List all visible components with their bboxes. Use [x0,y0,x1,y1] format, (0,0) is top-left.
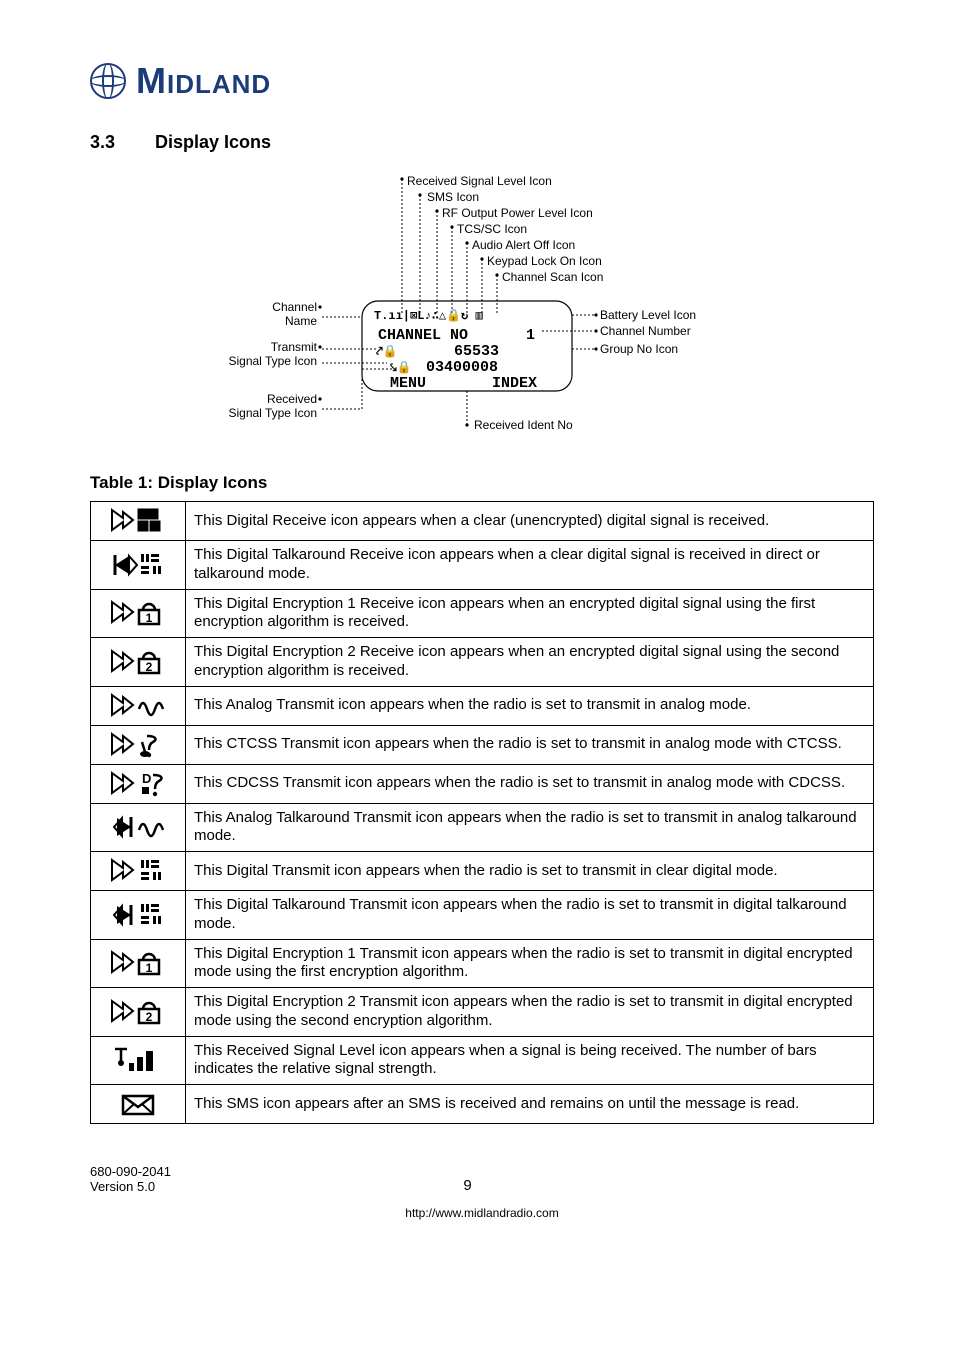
digital-talkaround-transmit-icon [91,891,186,940]
label-name: Name [285,314,317,328]
label-chno: Channel Number [600,324,691,338]
digital-receive-icon [91,502,186,541]
table-row: This Digital Transmit icon appears when … [91,852,874,891]
page-footer: 680-090-2041 Version 5.0 9 http://www.mi… [90,1164,874,1220]
row-desc: This Digital Encryption 1 Receive icon a… [186,589,874,638]
label-keypad: Keypad Lock On Icon [487,254,602,268]
label-rxsigtype: Signal Type Icon [228,406,317,420]
svg-text:⤥🔒: ⤥🔒 [390,360,412,375]
table-row: This Digital Talkaround Transmit icon ap… [91,891,874,940]
label-rf: RF Output Power Level Icon [442,206,593,220]
digital-enc1-receive-icon: 1 [91,589,186,638]
label-grp: Group No Icon [600,342,678,356]
row-desc: This Digital Encryption 2 Receive icon a… [186,638,874,687]
brand-rest: IDLAND [167,69,271,100]
row-desc: This Analog Talkaround Transmit icon app… [186,803,874,852]
page-number: 9 [171,1177,764,1194]
label-batt: Battery Level Icon [600,308,696,322]
svg-text:2: 2 [146,660,153,674]
globe-icon [90,63,126,99]
table-row: This SMS icon appears after an SMS is re… [91,1085,874,1124]
lcd-menu: MENU [390,375,426,392]
row-desc: This CTCSS Transmit icon appears when th… [186,725,874,764]
footer-doc: 680-090-2041 [90,1164,171,1179]
table-row: This CTCSS Transmit icon appears when th… [91,725,874,764]
row-desc: This SMS icon appears after an SMS is re… [186,1085,874,1124]
svg-text:1: 1 [146,961,153,975]
svg-text:⤤🔒: ⤤🔒 [376,344,398,359]
digital-talkaround-receive-icon [91,541,186,590]
analog-transmit-icon [91,686,186,725]
row-desc: This Received Signal Level icon appears … [186,1036,874,1085]
digital-transmit-icon [91,852,186,891]
table-row: 1 This Digital Encryption 1 Transmit ico… [91,939,874,988]
label-scan: Channel Scan Icon [502,270,603,284]
lcd-ident: 03400008 [426,359,498,376]
row-desc: This Analog Transmit icon appears when t… [186,686,874,725]
lcd-name: CHANNEL NO [378,327,468,344]
svg-text:2: 2 [146,1010,153,1024]
row-desc: This Digital Talkaround Receive icon app… [186,541,874,590]
display-diagram: .dl { font: 12px Arial; fill:#000; } .db… [162,173,802,443]
digital-enc2-transmit-icon: 2 [91,988,186,1037]
table-row: 2 This Digital Encryption 2 Transmit ico… [91,988,874,1037]
label-rxid: Received Ident No [474,418,573,432]
table-caption: Table 1: Display Icons [90,473,874,493]
cdcss-transmit-icon: D [91,764,186,803]
label-channel: Channel [272,300,317,314]
svg-text:1: 1 [146,611,153,625]
section-heading: 3.3 Display Icons [90,132,874,153]
table-row: This Analog Transmit icon appears when t… [91,686,874,725]
label-sms: SMS Icon [427,190,479,204]
table-row: This Received Signal Level icon appears … [91,1036,874,1085]
footer-url: http://www.midlandradio.com [90,1206,874,1220]
icons-table: This Digital Receive icon appears when a… [90,501,874,1124]
lcd-topicons: T.ıı|⊠L♪∴△🔒↻ ▥ [374,308,483,323]
digital-enc1-transmit-icon: 1 [91,939,186,988]
label-rssi: Received Signal Level Icon [407,174,552,188]
sms-icon [91,1085,186,1124]
signal-level-icon [91,1036,186,1085]
row-desc: This CDCSS Transmit icon appears when th… [186,764,874,803]
digital-enc2-receive-icon: 2 [91,638,186,687]
table-row: This Digital Receive icon appears when a… [91,502,874,541]
label-tcs: TCS/SC Icon [457,222,527,236]
row-desc: This Digital Encryption 1 Transmit icon … [186,939,874,988]
row-desc: This Digital Transmit icon appears when … [186,852,874,891]
lcd-chno: 1 [526,327,535,344]
brand-big: M [136,60,167,102]
brand-text: MIDLAND [136,60,271,102]
label-received: Received [267,392,317,406]
table-row: This Digital Talkaround Receive icon app… [91,541,874,590]
table-row: 1 This Digital Encryption 1 Receive icon… [91,589,874,638]
table-row: D This CDCSS Transmit icon appears when … [91,764,874,803]
lcd-index: INDEX [492,375,537,392]
section-title: Display Icons [155,132,271,152]
row-desc: This Digital Talkaround Transmit icon ap… [186,891,874,940]
analog-talkaround-transmit-icon [91,803,186,852]
label-audio: Audio Alert Off Icon [472,238,575,252]
lcd-group: 65533 [454,343,499,360]
row-desc: This Digital Encryption 2 Transmit icon … [186,988,874,1037]
svg-text:D: D [142,771,151,786]
section-number: 3.3 [90,132,150,153]
label-transmit: Transmit [271,340,318,354]
brand-logo: MIDLAND [90,60,874,102]
ctcss-transmit-icon [91,725,186,764]
row-desc: This Digital Receive icon appears when a… [186,502,874,541]
label-sigtype: Signal Type Icon [228,354,317,368]
table-row: 2 This Digital Encryption 2 Receive icon… [91,638,874,687]
table-row: This Analog Talkaround Transmit icon app… [91,803,874,852]
footer-ver: Version 5.0 [90,1179,171,1194]
